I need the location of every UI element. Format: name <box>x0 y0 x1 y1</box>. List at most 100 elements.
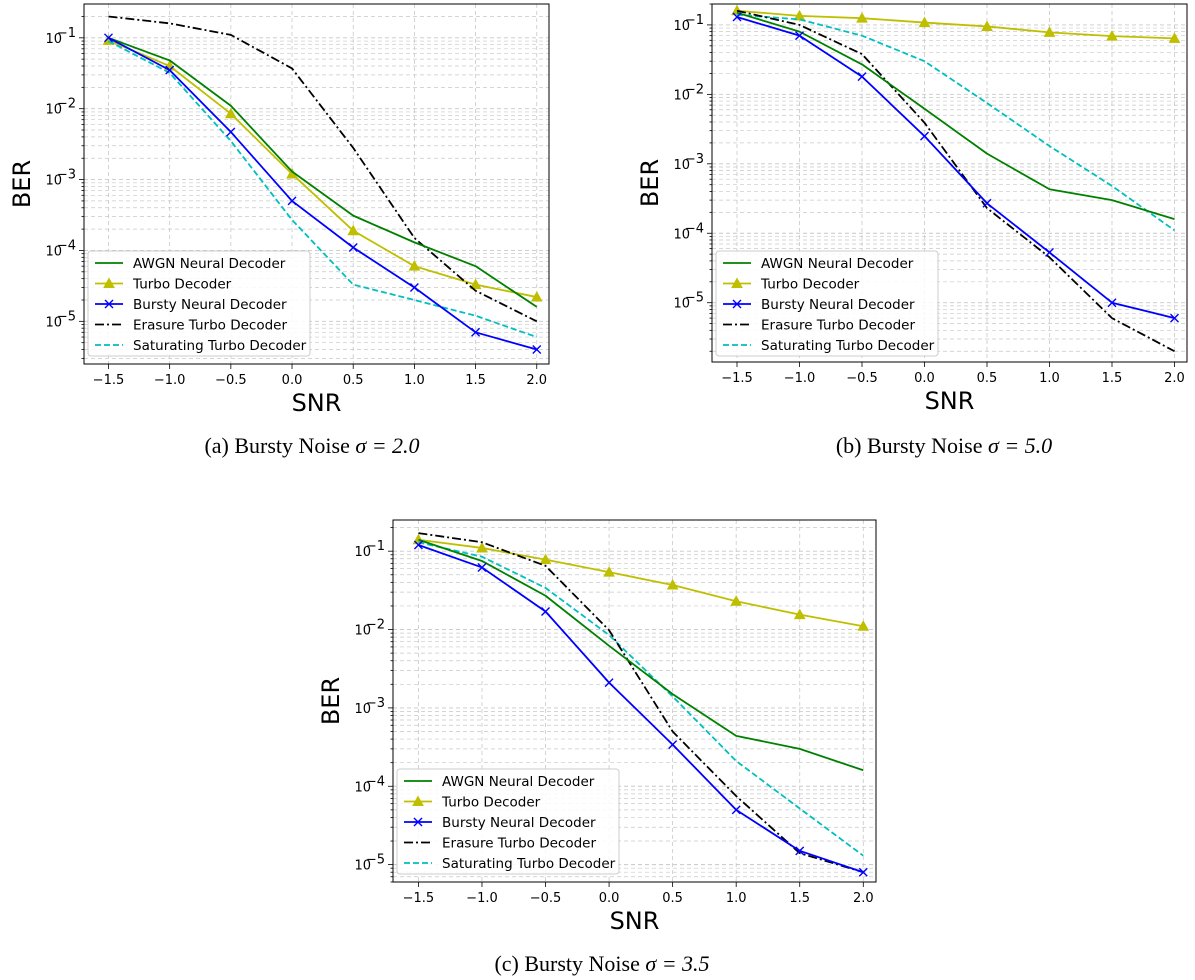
y-tick-label: 10 <box>45 244 62 259</box>
data-point-turbo <box>793 9 806 21</box>
panel-a: −1.5 −1.0 −0.5 0.0 0.5 1.0 1.5 2.010−510−410−31… <box>8 3 550 458</box>
series-line-erasure <box>736 9 1175 353</box>
x-tick-label: 1.5 <box>465 373 486 388</box>
series-group <box>102 15 543 355</box>
x-tick-label: 2.0 <box>1164 371 1185 386</box>
data-point-turbo <box>539 553 552 565</box>
data-point-bursty <box>795 31 804 41</box>
y-tick-label: 10 <box>45 32 62 47</box>
y-axis-title: BER <box>8 160 36 208</box>
y-tick-exponent: −3 <box>366 696 385 711</box>
data-point-turbo <box>1106 30 1118 41</box>
y-tick-label: 10 <box>354 624 371 639</box>
x-tick-label: 0.0 <box>282 373 303 388</box>
y-axis-title: BER <box>317 677 345 725</box>
y-tick-label: 10 <box>673 158 690 173</box>
legend-label-awgn: AWGN Neural Decoder <box>442 774 595 790</box>
data-point-turbo <box>981 20 993 31</box>
series-line-saturating <box>418 541 864 857</box>
data-point-turbo <box>530 291 543 302</box>
legend-marker-turbo <box>103 277 115 288</box>
panel-c: −1.5 −1.0 −0.5 0.0 0.5 1.0 1.5 2.010−510−410−31… <box>317 519 877 976</box>
data-point-bursty <box>732 12 742 22</box>
x-axis-title: SNR <box>925 387 975 415</box>
legend-label-erasure: Erasure Turbo Decoder <box>133 318 287 334</box>
figure-caption: (a) Bursty Noise σ = 2.0 <box>204 433 419 458</box>
x-tick-label: 0.5 <box>662 891 683 906</box>
plot-frame <box>392 519 877 883</box>
series-line-bursty <box>108 37 538 351</box>
series-line-awgn <box>418 538 864 772</box>
plot-frame <box>83 3 550 365</box>
legend-label-turbo: Turbo Decoder <box>760 277 860 293</box>
legend-marker-turbo <box>412 795 424 806</box>
y-tick-label: 10 <box>673 19 690 34</box>
y-tick-label: 10 <box>45 315 62 330</box>
legend-label-saturating: Saturating Turbo Decoder <box>442 856 616 872</box>
legend-label-bursty: Bursty Neural Decoder <box>442 815 596 831</box>
x-tick-label: 0.0 <box>599 891 620 906</box>
figure-caption: (b) Bursty Noise σ = 5.0 <box>836 433 1052 458</box>
y-tick-label: 10 <box>673 227 690 242</box>
x-tick-label: 0.0 <box>914 371 935 386</box>
y-tick-exponent: −5 <box>685 291 704 306</box>
y-tick-label: 10 <box>354 859 371 874</box>
data-point-bursty <box>857 72 867 82</box>
data-point-bursty <box>471 327 481 337</box>
y-tick-exponent: −1 <box>366 539 385 554</box>
data-point-turbo <box>857 620 870 631</box>
x-tick-label: 2.0 <box>526 373 547 388</box>
figure-caption: (c) Bursty Noise σ = 3.5 <box>494 951 709 976</box>
data-point-bursty <box>413 540 423 550</box>
y-tick-exponent: −1 <box>57 26 76 41</box>
data-point-turbo <box>856 12 868 23</box>
x-axis-title: SNR <box>610 907 660 935</box>
series-line-saturating <box>736 13 1176 232</box>
x-tick-label: 1.0 <box>404 373 425 388</box>
data-point-bursty <box>604 678 614 688</box>
x-tick-label: −1.0 <box>784 371 816 386</box>
y-tick-label: 10 <box>354 780 371 795</box>
x-tick-label: 1.5 <box>789 891 810 906</box>
x-tick-label: −1.0 <box>154 373 186 388</box>
data-point-turbo <box>603 566 615 577</box>
x-tick-label: 1.0 <box>726 891 747 906</box>
data-point-bursty <box>795 846 805 856</box>
legend: AWGN Neural Decoder Turbo Decoder Bursty N… <box>87 250 311 357</box>
data-point-bursty <box>982 198 992 208</box>
legend-label-bursty: Bursty Neural Decoder <box>761 297 915 313</box>
legend-label-turbo: Turbo Decoder <box>132 277 232 293</box>
x-tick-label: −1.5 <box>721 371 753 386</box>
data-point-bursty <box>348 243 358 253</box>
x-axis-title: SNR <box>292 389 342 417</box>
legend-label-turbo: Turbo Decoder <box>441 795 541 811</box>
data-point-turbo <box>224 107 237 119</box>
panel-b: −1.5 −1.0 −0.5 0.0 0.5 1.0 1.5 2.010−510−410−31… <box>636 3 1188 458</box>
legend-label-saturating: Saturating Turbo Decoder <box>133 338 307 354</box>
data-point-bursty <box>1045 247 1054 257</box>
data-point-turbo <box>1168 32 1181 43</box>
data-point-turbo <box>666 578 679 590</box>
x-tick-label: −0.5 <box>215 373 247 388</box>
y-tick-exponent: −2 <box>685 82 704 97</box>
data-point-bursty <box>920 131 929 141</box>
data-point-turbo <box>730 595 743 606</box>
data-point-turbo <box>731 4 743 16</box>
y-tick-label: 10 <box>673 88 690 103</box>
series-line-turbo <box>418 538 864 628</box>
y-tick-exponent: −4 <box>366 774 385 789</box>
series-line-erasure <box>108 15 538 323</box>
series-line-turbo <box>108 39 537 298</box>
data-point-bursty <box>165 65 175 75</box>
x-tick-label: −0.5 <box>846 371 878 386</box>
legend: AWGN Neural Decoder Turbo Decoder Bursty N… <box>396 768 620 875</box>
data-point-turbo <box>476 541 488 553</box>
x-tick-label: −1.5 <box>93 373 125 388</box>
legend: AWGN Neural Decoder Turbo Decoder Bursty N… <box>715 250 939 357</box>
x-tick-label: −1.0 <box>466 891 498 906</box>
x-tick-label: 0.5 <box>343 373 364 388</box>
data-point-bursty <box>287 196 297 206</box>
x-tick-label: −0.5 <box>530 891 562 906</box>
y-tick-exponent: −3 <box>685 152 704 167</box>
